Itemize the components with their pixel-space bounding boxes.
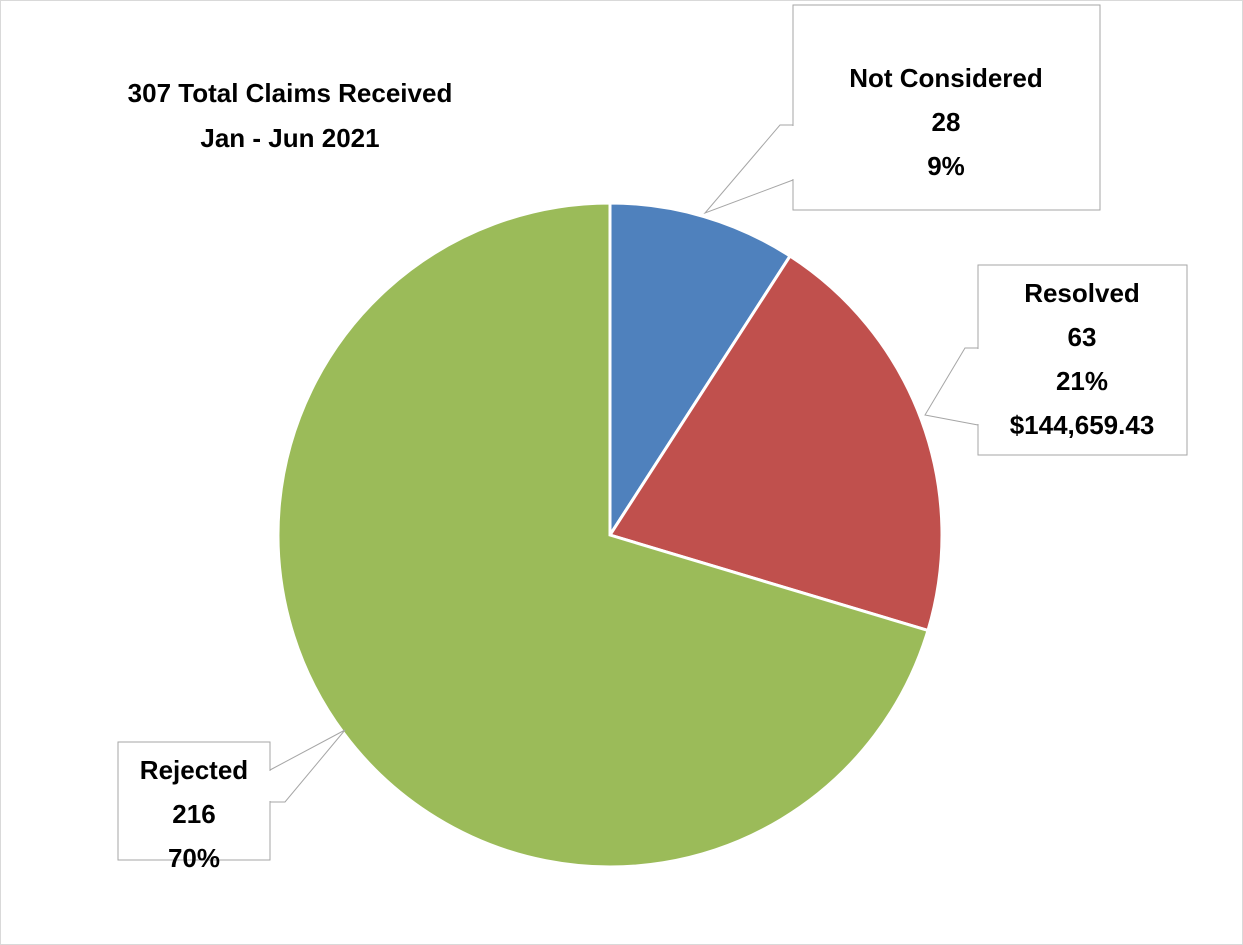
slice-percent: 21%: [1056, 366, 1108, 396]
callout-box: [117, 741, 271, 861]
pie-slice: [608, 201, 793, 541]
callout-box: [792, 4, 1101, 211]
slice-value: 63: [1068, 322, 1097, 352]
slice-percent: 9%: [927, 151, 965, 181]
pie-slice: [607, 253, 944, 633]
slice-label: Not Considered: [849, 63, 1043, 93]
slice-label: Rejected: [140, 755, 248, 785]
slice-value: 216: [172, 799, 215, 829]
chart-title: 307 Total Claims Received: [128, 78, 453, 108]
slice-percent: 70%: [168, 843, 220, 873]
pie-slice: [276, 201, 930, 869]
slice-label: Resolved: [1024, 278, 1140, 308]
slice-value: 28: [932, 107, 961, 137]
callout-box: [977, 264, 1188, 456]
chart-subtitle: Jan - Jun 2021: [200, 123, 379, 153]
slice-amount: $144,659.43: [1010, 410, 1155, 440]
